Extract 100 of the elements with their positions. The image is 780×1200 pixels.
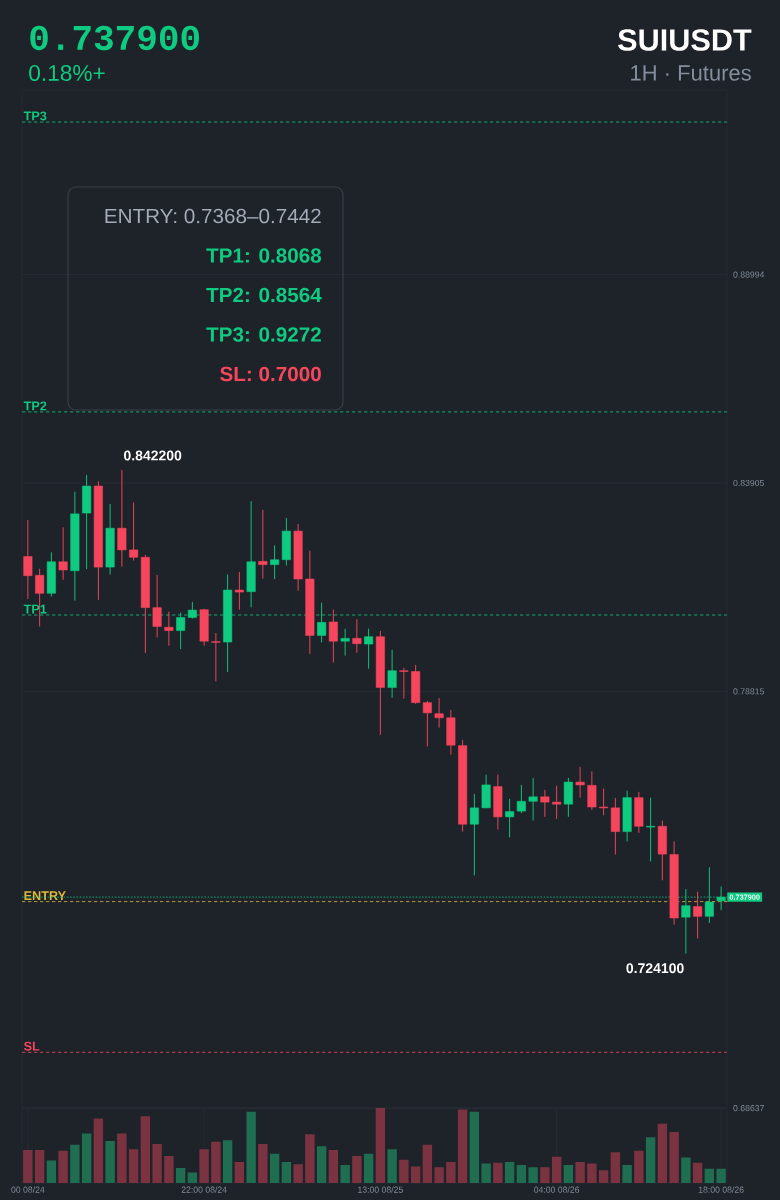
- candlestick: [575, 766, 585, 799]
- bar: [340, 1164, 350, 1183]
- bar: [211, 1141, 221, 1183]
- bar: [551, 1156, 562, 1183]
- bar: [23, 1149, 33, 1183]
- candlestick: [540, 789, 550, 818]
- bar: [493, 1162, 503, 1183]
- annotation: ENTRY: 0.7368–0.7442: [105, 208, 321, 224]
- bar: [105, 1140, 115, 1183]
- bar: [293, 1164, 303, 1183]
- candlestick: [58, 526, 68, 581]
- candlestick: [552, 785, 562, 820]
- bar: [140, 1116, 151, 1183]
- chart-title: SUIUSDT: [618, 29, 752, 51]
- bar: [610, 1152, 621, 1183]
- annotation: TP3: 0.9272: [206, 327, 321, 342]
- bar: [93, 1118, 104, 1183]
- bar: [46, 1160, 57, 1183]
- bar: [504, 1161, 515, 1183]
- bar: [305, 1134, 315, 1183]
- bar: [281, 1161, 292, 1183]
- bar: [575, 1161, 585, 1183]
- candlestick: [481, 774, 491, 809]
- bar: [434, 1167, 444, 1183]
- x-tick-label: 04:00 08/26: [534, 1186, 580, 1193]
- bar: [657, 1123, 668, 1183]
- bar: [152, 1143, 162, 1183]
- x-tick-label: 18:00 08/26: [698, 1186, 744, 1193]
- annotation: TP2: 0.8564: [206, 287, 322, 303]
- bar: [117, 1133, 127, 1183]
- bar: [457, 1109, 468, 1183]
- y-tick-label: 0.88994: [733, 271, 765, 278]
- bar: [363, 1153, 374, 1183]
- candlestick: [422, 700, 432, 747]
- annotation: 0.842200: [124, 450, 182, 461]
- bar: [716, 1168, 726, 1183]
- annotation: 0.724100: [626, 963, 684, 974]
- bar: [410, 1166, 421, 1183]
- bar: [469, 1111, 480, 1183]
- candlestick: [234, 571, 244, 611]
- bar: [399, 1159, 409, 1183]
- ref-line-label: TP2: [23, 401, 47, 411]
- candlestick: [364, 628, 374, 670]
- candlestick: [211, 632, 221, 682]
- bar: [598, 1170, 609, 1183]
- candlestick: [340, 628, 350, 657]
- bar: [422, 1144, 433, 1183]
- bar: [128, 1149, 139, 1183]
- annotation: SL: 0.7000: [220, 366, 321, 382]
- candlestick: [117, 469, 127, 568]
- bar: [187, 1172, 198, 1183]
- bar: [34, 1149, 45, 1183]
- bar: [328, 1149, 339, 1183]
- bar: [516, 1164, 527, 1183]
- bar: [692, 1162, 703, 1183]
- bar: [481, 1163, 491, 1183]
- bar: [70, 1144, 80, 1183]
- bar: [81, 1133, 92, 1183]
- candlestick: [23, 519, 33, 600]
- candlestick: [152, 574, 162, 638]
- candlestick: [469, 793, 479, 876]
- bar: [234, 1161, 245, 1183]
- y-tick-label: 0.83905: [733, 479, 764, 487]
- text: 0.18%+: [29, 64, 105, 82]
- ref-line-label: TP3: [23, 111, 47, 121]
- bar: [199, 1149, 209, 1183]
- candlestick: [434, 697, 444, 729]
- candlestick: [352, 618, 362, 654]
- text: 0.737900: [30, 25, 199, 51]
- bar: [246, 1111, 256, 1183]
- bar: [704, 1168, 715, 1183]
- annotation: TP1: 0.8068: [206, 248, 322, 263]
- bar: [669, 1131, 679, 1183]
- bar: [681, 1157, 691, 1183]
- candlestick: [164, 611, 174, 647]
- bar: [222, 1140, 233, 1183]
- bar: [528, 1167, 538, 1183]
- bar: [622, 1164, 632, 1183]
- bar: [540, 1167, 550, 1183]
- ref-line-label: SL: [23, 1041, 40, 1051]
- bar: [352, 1155, 362, 1183]
- candlestick: [528, 777, 538, 822]
- bar: [316, 1146, 327, 1183]
- bar: [446, 1161, 456, 1183]
- bar: [634, 1150, 644, 1183]
- candlestick: [328, 609, 338, 663]
- bar: [258, 1143, 268, 1183]
- y-tick-label: 0.78815: [733, 688, 764, 695]
- candlestick: [399, 667, 409, 699]
- candlestick: [387, 649, 397, 699]
- bar: [563, 1164, 574, 1183]
- ref-line-label: ENTRY: [24, 891, 66, 901]
- x-tick-label: 13:00 08/25: [358, 1186, 403, 1193]
- bar: [175, 1168, 186, 1183]
- candlestick: [587, 770, 597, 811]
- y-tick-label: 0.68637: [733, 1105, 764, 1112]
- candlestick: [693, 891, 703, 939]
- x-tick-label: 22:00 08/24: [181, 1186, 227, 1193]
- bar: [58, 1150, 68, 1183]
- chart-subtitle: 1H · Futures: [631, 65, 751, 81]
